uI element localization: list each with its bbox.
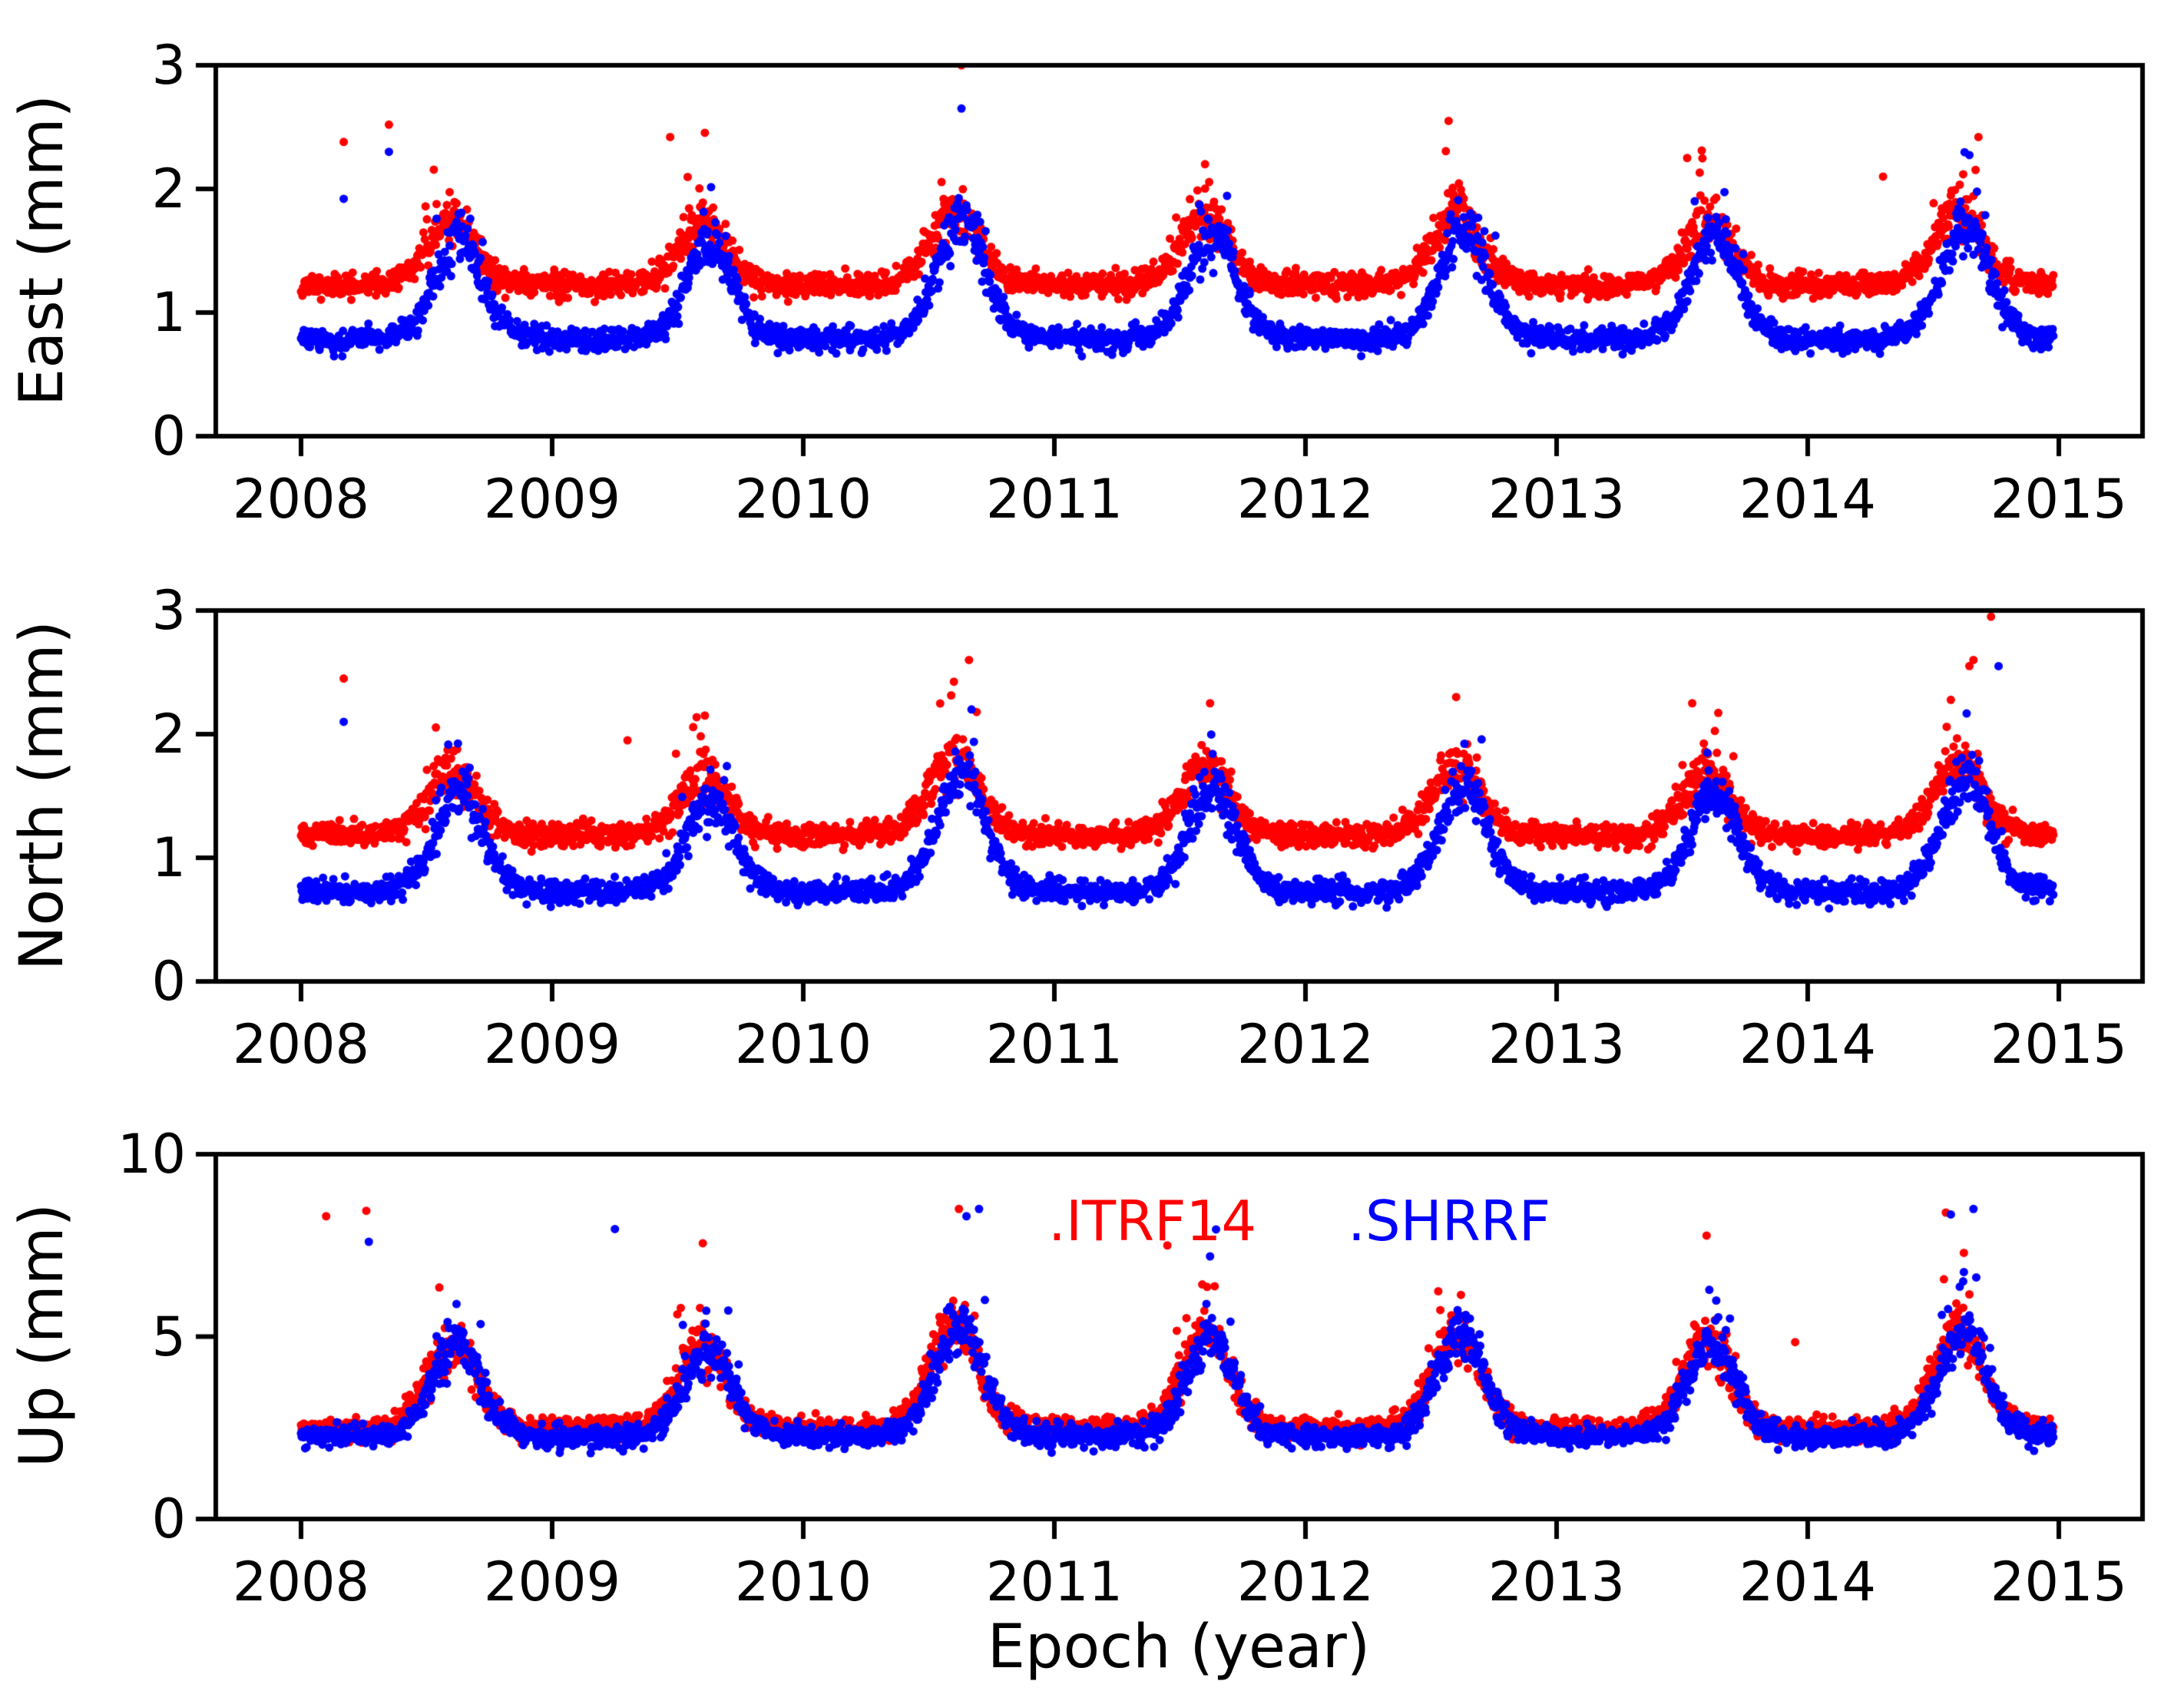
figure: East (mm) North (mm) Up (mm) Epoch (year… — [0, 0, 2184, 1691]
scatter-canvas — [0, 0, 2184, 1691]
